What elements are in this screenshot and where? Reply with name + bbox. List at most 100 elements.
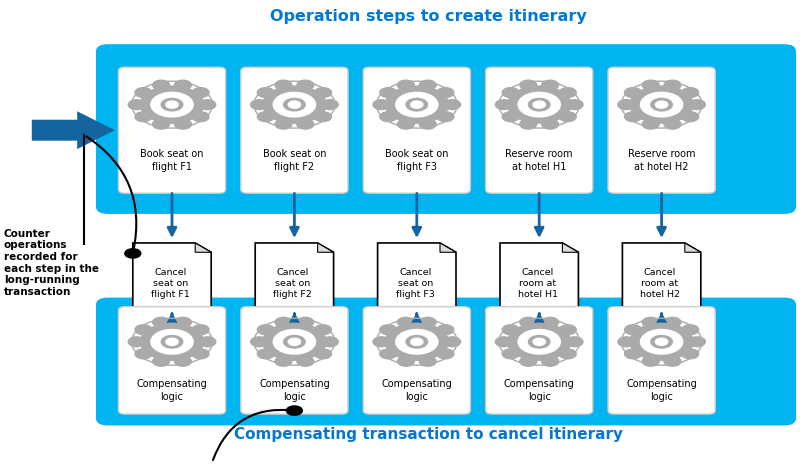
Circle shape	[689, 337, 706, 347]
Circle shape	[410, 338, 423, 345]
Circle shape	[174, 119, 191, 129]
Circle shape	[166, 338, 178, 345]
Circle shape	[373, 337, 390, 347]
Polygon shape	[195, 243, 211, 252]
Polygon shape	[464, 112, 492, 149]
Circle shape	[322, 337, 338, 347]
Circle shape	[192, 349, 209, 359]
Circle shape	[153, 80, 170, 90]
Circle shape	[559, 349, 576, 359]
Polygon shape	[219, 342, 247, 379]
Circle shape	[250, 100, 267, 110]
FancyBboxPatch shape	[96, 298, 796, 425]
Circle shape	[192, 87, 209, 98]
Polygon shape	[622, 243, 701, 315]
Circle shape	[437, 112, 454, 122]
Circle shape	[625, 349, 642, 359]
Circle shape	[625, 87, 642, 98]
Circle shape	[419, 119, 436, 129]
Circle shape	[437, 325, 454, 335]
Circle shape	[258, 87, 274, 98]
Circle shape	[625, 325, 642, 335]
Polygon shape	[378, 243, 456, 315]
Circle shape	[380, 87, 397, 98]
Circle shape	[297, 119, 314, 129]
Circle shape	[630, 86, 693, 123]
Circle shape	[444, 100, 461, 110]
Circle shape	[502, 87, 519, 98]
Circle shape	[502, 349, 519, 359]
Text: Cancel
room at
hotel H2: Cancel room at hotel H2	[640, 268, 680, 299]
Circle shape	[380, 349, 397, 359]
Circle shape	[559, 325, 576, 335]
FancyBboxPatch shape	[363, 67, 470, 193]
Circle shape	[641, 93, 682, 117]
Circle shape	[314, 112, 331, 122]
Circle shape	[508, 324, 570, 360]
Circle shape	[398, 80, 414, 90]
Circle shape	[406, 336, 427, 348]
Circle shape	[542, 80, 558, 90]
Text: Cancel
seat on
flight F1: Cancel seat on flight F1	[151, 268, 190, 299]
Circle shape	[444, 337, 461, 347]
Circle shape	[642, 356, 659, 366]
Circle shape	[274, 93, 315, 117]
Circle shape	[406, 99, 427, 111]
Circle shape	[520, 119, 537, 129]
Circle shape	[153, 119, 170, 129]
Polygon shape	[500, 243, 578, 315]
Circle shape	[529, 99, 550, 111]
Circle shape	[642, 80, 659, 90]
Polygon shape	[342, 342, 370, 379]
Circle shape	[314, 349, 331, 359]
Text: Compensating transaction to cancel itinerary: Compensating transaction to cancel itine…	[234, 427, 622, 442]
Circle shape	[410, 101, 423, 108]
Circle shape	[386, 86, 448, 123]
FancyBboxPatch shape	[363, 307, 470, 414]
Circle shape	[642, 317, 659, 327]
Polygon shape	[586, 112, 614, 149]
Circle shape	[520, 356, 537, 366]
Circle shape	[398, 119, 414, 129]
Text: Book seat on
flight F3: Book seat on flight F3	[385, 149, 449, 172]
Circle shape	[398, 356, 414, 366]
Polygon shape	[562, 243, 578, 252]
Circle shape	[542, 317, 558, 327]
Circle shape	[192, 112, 209, 122]
Circle shape	[135, 112, 152, 122]
Circle shape	[125, 249, 141, 258]
Circle shape	[314, 87, 331, 98]
Polygon shape	[318, 243, 334, 252]
Circle shape	[373, 100, 390, 110]
Circle shape	[664, 119, 681, 129]
Circle shape	[520, 80, 537, 90]
FancyBboxPatch shape	[486, 307, 593, 414]
Circle shape	[135, 325, 152, 335]
Polygon shape	[255, 243, 334, 315]
Circle shape	[618, 337, 634, 347]
Circle shape	[263, 324, 326, 360]
Circle shape	[419, 356, 436, 366]
Circle shape	[533, 338, 546, 345]
Circle shape	[625, 112, 642, 122]
Polygon shape	[342, 112, 370, 149]
Circle shape	[559, 87, 576, 98]
Circle shape	[166, 101, 178, 108]
Circle shape	[128, 337, 145, 347]
Circle shape	[651, 336, 672, 348]
Circle shape	[258, 325, 274, 335]
Circle shape	[630, 324, 693, 360]
Polygon shape	[440, 243, 456, 252]
Circle shape	[651, 99, 672, 111]
Circle shape	[162, 99, 182, 111]
Circle shape	[135, 87, 152, 98]
Polygon shape	[32, 112, 114, 149]
Circle shape	[437, 87, 454, 98]
Circle shape	[258, 349, 274, 359]
Polygon shape	[685, 243, 701, 252]
Circle shape	[153, 317, 170, 327]
Circle shape	[250, 337, 267, 347]
Circle shape	[518, 93, 560, 117]
Circle shape	[322, 100, 338, 110]
Text: Cancel
seat on
flight F3: Cancel seat on flight F3	[396, 268, 434, 299]
